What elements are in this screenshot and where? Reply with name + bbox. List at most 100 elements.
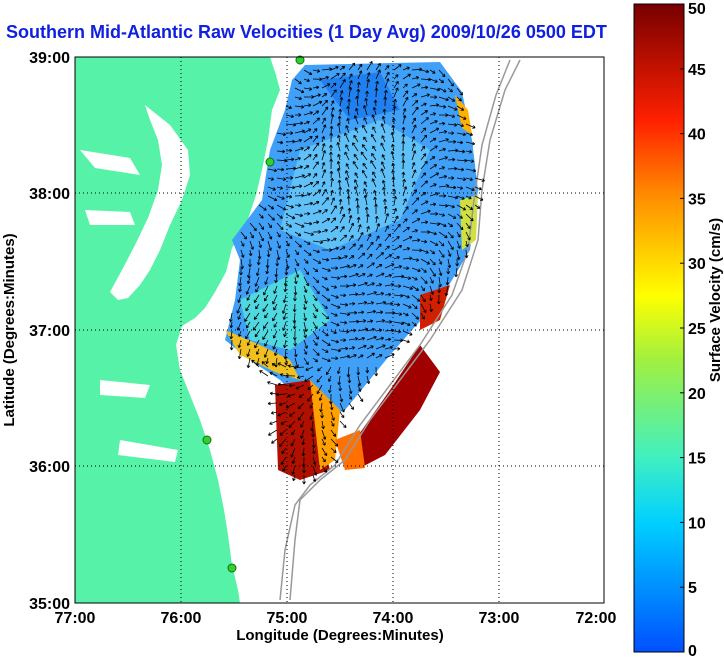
velocity-arrow [246, 294, 251, 301]
velocity-arrow [285, 185, 296, 190]
velocity-arrow [303, 267, 309, 275]
velocity-arrow [384, 65, 390, 71]
velocity-arrow [280, 420, 287, 425]
velocity-arrow [465, 168, 477, 173]
velocity-arrow [381, 161, 386, 170]
velocity-arrow [348, 215, 353, 224]
velocity-arrow [420, 180, 428, 188]
velocity-arrow [357, 393, 364, 402]
velocity-arrow [438, 138, 449, 143]
colorbar-tick-label: 0 [688, 643, 697, 659]
velocity-arrow [267, 381, 278, 386]
velocity-arrow [411, 143, 416, 152]
velocity-arrow [356, 216, 361, 224]
velocity-arrow [383, 96, 388, 107]
velocity-arrow [330, 82, 337, 89]
velocity-arrow [240, 258, 244, 270]
velocity-arrow [272, 312, 278, 322]
velocity-arrow [293, 294, 297, 302]
velocity-arrow [370, 160, 377, 170]
velocity-arrow [366, 78, 371, 89]
velocity-arrow [366, 327, 375, 332]
velocity-arrow [303, 211, 311, 216]
velocity-arrow [312, 85, 320, 90]
velocity-arrow [303, 192, 311, 197]
velocity-arrow [228, 312, 233, 323]
velocity-arrow [329, 144, 333, 151]
velocity-arrow [447, 231, 454, 239]
velocity-arrow [375, 344, 386, 350]
velocity-arrow [321, 209, 328, 215]
velocity-arrow [381, 135, 386, 143]
velocity-arrow [329, 125, 334, 134]
velocity-arrow [348, 263, 357, 269]
velocity-arrow [429, 183, 437, 188]
velocity-arrow [366, 241, 374, 251]
velocity-arrow [285, 213, 296, 220]
velocity-arrow [346, 195, 351, 206]
velocity-arrow [411, 312, 419, 320]
velocity-arrow [401, 171, 406, 179]
velocity-arrow [366, 375, 371, 385]
velocity-arrow [447, 249, 452, 257]
velocity-arrow [273, 303, 278, 311]
velocity-arrow [285, 222, 292, 228]
velocity-arrow [321, 294, 331, 302]
velocity-arrow [274, 267, 279, 278]
velocity-arrow [411, 294, 421, 302]
velocity-arrow [321, 285, 330, 291]
velocity-arrow [348, 310, 358, 315]
velocity-arrow [375, 328, 383, 333]
velocity-arrow [447, 204, 455, 209]
velocity-arrow [438, 231, 448, 239]
velocity-arrow [294, 157, 301, 161]
velocity-arrow [456, 177, 467, 182]
x-tick-label: 72:00 [576, 610, 617, 627]
colorbar-label: Surface Velocity (cm/s) [707, 218, 724, 382]
velocity-arrow [465, 222, 471, 229]
velocity-arrow [354, 127, 359, 134]
velocity-arrow [244, 312, 251, 322]
velocity-arrow [393, 223, 401, 233]
velocity-arrow [346, 188, 351, 197]
velocity-arrow [321, 143, 326, 152]
velocity-arrow [381, 115, 386, 125]
velocity-arrow [401, 126, 406, 134]
velocity-arrow [281, 303, 287, 314]
velocity-arrow [262, 330, 269, 340]
velocity-arrow [321, 312, 330, 320]
velocity-arrow [420, 239, 428, 244]
velocity-arrow [375, 310, 384, 315]
velocity-arrow [366, 61, 373, 71]
velocity-arrow [303, 330, 308, 339]
velocity-arrow [268, 429, 278, 436]
velocity-arrow [357, 375, 362, 387]
velocity-arrow [276, 222, 284, 230]
velocity-arrow [285, 373, 296, 378]
velocity-arrow [303, 357, 309, 366]
velocity-arrow [393, 195, 398, 206]
velocity-arrow [307, 384, 314, 391]
velocity-arrow [246, 357, 251, 369]
velocity-arrow [348, 337, 359, 341]
colorbar-tick-label: 5 [688, 580, 697, 597]
velocity-arrow [402, 330, 413, 336]
velocity-arrow [447, 195, 459, 200]
velocity-arrow [420, 267, 427, 273]
velocity-arrow [402, 226, 410, 233]
velocity-arrow [393, 98, 397, 107]
velocity-arrow [420, 102, 427, 107]
velocity-arrow [294, 222, 305, 228]
velocity-arrow [353, 153, 359, 161]
velocity-arrow [429, 69, 436, 74]
x-tick-label: 74:00 [373, 610, 414, 627]
velocity-arrow [456, 204, 467, 211]
velocity-arrow [321, 429, 327, 440]
velocity-arrow [375, 69, 381, 80]
velocity-arrow [429, 285, 434, 295]
velocity-arrow [438, 213, 446, 217]
velocity-arrow [465, 231, 471, 241]
velocity-arrow [411, 303, 418, 310]
velocity-arrow [312, 77, 323, 82]
velocity-arrow [326, 366, 332, 376]
